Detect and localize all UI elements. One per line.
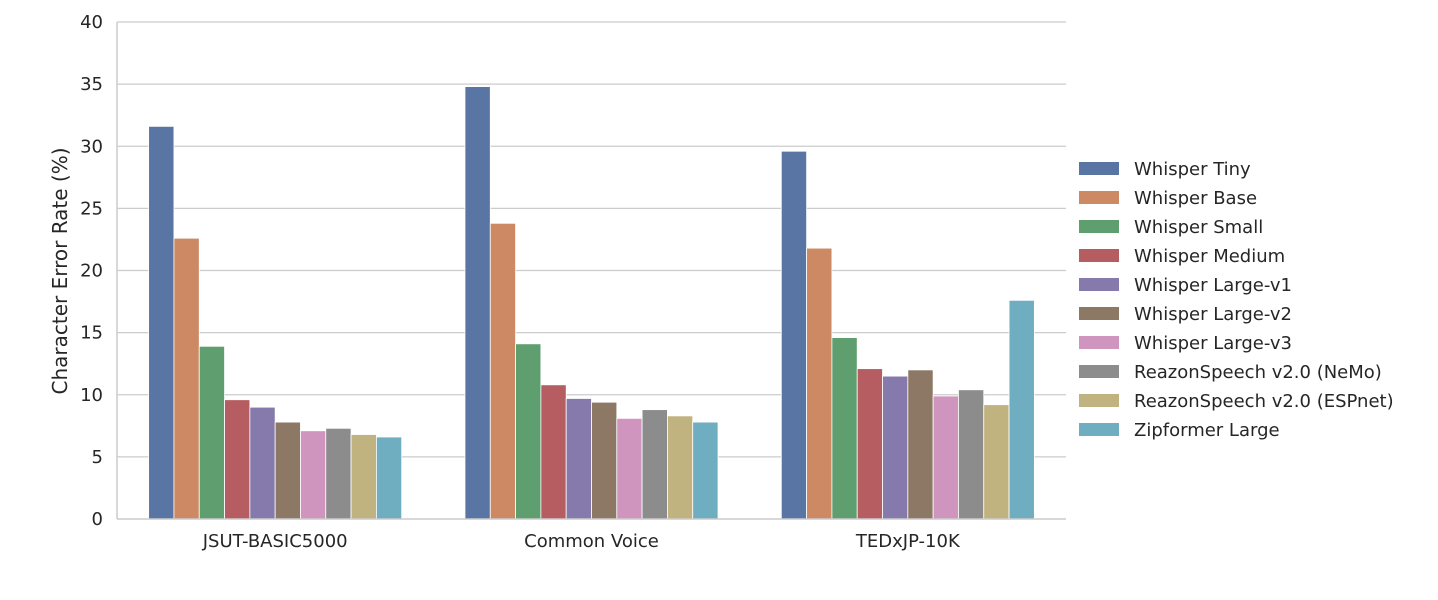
legend-item: Whisper Tiny xyxy=(1079,159,1251,180)
bar xyxy=(464,86,491,520)
bar xyxy=(591,401,618,520)
legend-label: Whisper Small xyxy=(1134,217,1263,238)
legend-label: Whisper Base xyxy=(1134,188,1257,209)
y-tick-label: 30 xyxy=(80,136,103,157)
bar xyxy=(932,395,959,520)
x-tick-labels: JSUT-BASIC5000 Common Voice TEDxJP-10K xyxy=(202,531,961,552)
legend-swatch xyxy=(1079,220,1119,233)
gridlines xyxy=(117,21,1066,458)
bar xyxy=(958,389,985,520)
bar xyxy=(375,436,403,520)
legend-item: ReazonSpeech v2.0 (ESPnet) xyxy=(1079,391,1394,412)
bar xyxy=(907,369,934,520)
bar xyxy=(1008,299,1035,520)
bar xyxy=(350,434,377,520)
legend-item: Whisper Large-v2 xyxy=(1079,304,1292,325)
y-tick-label: 15 xyxy=(80,323,103,344)
bar xyxy=(249,406,276,520)
bar xyxy=(616,417,643,520)
bars xyxy=(148,86,1035,520)
legend-label: ReazonSpeech v2.0 (ESPnet) xyxy=(1134,391,1394,412)
legend-label: Whisper Tiny xyxy=(1134,159,1251,180)
legend-swatch xyxy=(1079,191,1119,204)
x-tick-label: JSUT-BASIC5000 xyxy=(202,531,348,552)
legend-label: Whisper Large-v1 xyxy=(1134,275,1292,296)
legend-item: ReazonSpeech v2.0 (NeMo) xyxy=(1079,362,1382,383)
legend-item: Whisper Small xyxy=(1079,217,1263,238)
bar xyxy=(565,398,592,520)
legend-item: Zipformer Large xyxy=(1079,420,1280,441)
x-tick-label: TEDxJP-10K xyxy=(855,531,961,552)
legend-label: Zipformer Large xyxy=(1134,420,1280,441)
y-tick-label: 25 xyxy=(80,198,103,219)
y-tick-label: 20 xyxy=(80,261,103,282)
bar xyxy=(224,399,251,520)
bar xyxy=(515,343,542,520)
bar xyxy=(692,421,719,520)
legend-item: Whisper Medium xyxy=(1079,246,1285,267)
bar xyxy=(806,247,833,520)
bar xyxy=(831,337,858,520)
bar xyxy=(300,430,327,520)
x-tick-label: Common Voice xyxy=(524,531,659,552)
y-tick-label: 40 xyxy=(80,12,103,33)
legend-label: ReazonSpeech v2.0 (NeMo) xyxy=(1134,362,1382,383)
legend-label: Whisper Large-v3 xyxy=(1134,333,1292,354)
bar xyxy=(641,409,668,520)
y-tick-label: 0 xyxy=(92,509,103,530)
bar xyxy=(540,384,567,520)
legend-item: Whisper Large-v3 xyxy=(1079,333,1292,354)
legend-item: Whisper Large-v1 xyxy=(1079,275,1292,296)
bar xyxy=(667,415,694,520)
y-tick-label: 10 xyxy=(80,385,103,406)
bar xyxy=(780,150,808,520)
y-tick-labels: 0 5 10 15 20 25 30 35 40 xyxy=(80,12,103,530)
bar xyxy=(198,345,225,520)
bar xyxy=(882,375,909,520)
bar xyxy=(489,222,516,520)
y-tick-label: 5 xyxy=(92,447,103,468)
legend-swatch xyxy=(1079,278,1119,291)
bar xyxy=(325,427,352,520)
legend-label: Whisper Medium xyxy=(1134,246,1285,267)
legend: Whisper Tiny Whisper Base Whisper Small Whi… xyxy=(1079,159,1394,441)
legend-swatch xyxy=(1079,249,1119,262)
legend-swatch xyxy=(1079,365,1119,378)
legend-swatch xyxy=(1079,336,1119,349)
legend-swatch xyxy=(1079,307,1119,320)
y-tick-label: 35 xyxy=(80,74,103,95)
bar xyxy=(274,421,301,520)
bar xyxy=(856,368,883,520)
bar xyxy=(173,237,200,520)
bar xyxy=(983,404,1010,520)
legend-swatch xyxy=(1079,394,1119,407)
bar xyxy=(148,125,175,520)
y-axis-title: Character Error Rate (%) xyxy=(48,147,72,394)
legend-swatch xyxy=(1079,162,1119,175)
legend-label: Whisper Large-v2 xyxy=(1134,304,1292,325)
axes xyxy=(116,22,1066,520)
legend-item: Whisper Base xyxy=(1079,188,1257,209)
legend-swatch xyxy=(1079,423,1119,436)
